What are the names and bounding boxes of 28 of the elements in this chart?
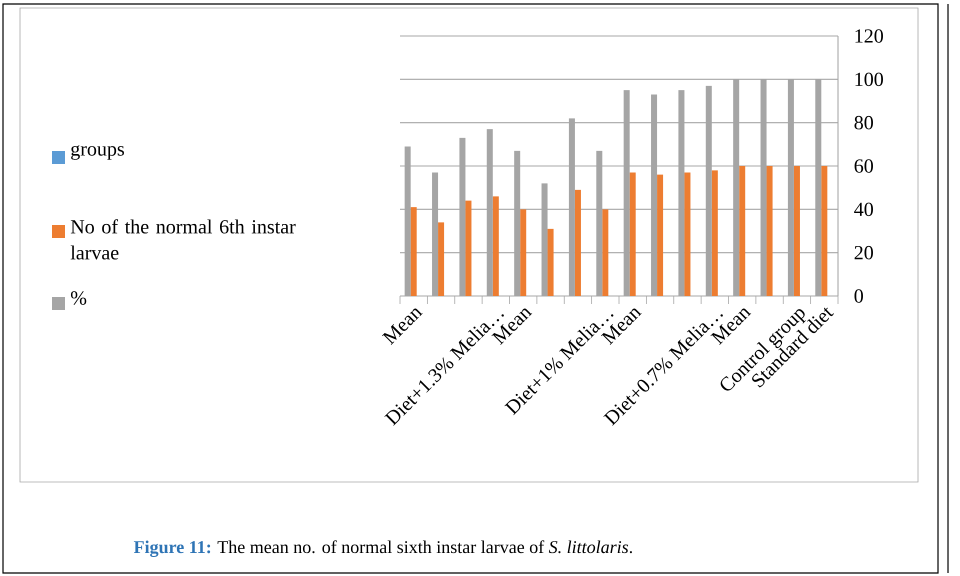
text: The mean no. of normal sixth instar larvae of S. littolaris. <box>218 540 632 554</box>
bar <box>492 196 499 296</box>
bar <box>684 172 690 296</box>
bar <box>712 170 718 296</box>
bar <box>520 209 526 296</box>
y-tick-label: 120 <box>855 29 883 43</box>
bar <box>438 222 444 296</box>
bar <box>410 207 417 296</box>
y-tick-label: 100 <box>855 72 883 86</box>
legend-label: No of the normal 6th instar larvae <box>70 219 296 260</box>
y-tick-label: 80 <box>854 116 873 130</box>
bar <box>794 166 800 296</box>
y-tick-label: 20 <box>854 246 873 260</box>
y-tick-label: 60 <box>854 159 873 173</box>
text: Figure 11: <box>134 540 210 557</box>
bar <box>465 200 472 296</box>
y-tick-label: 40 <box>854 202 873 216</box>
bar <box>657 174 664 296</box>
bar <box>548 228 554 296</box>
y-tick-label: 0 <box>854 289 863 303</box>
bar <box>602 209 608 296</box>
bar <box>630 172 636 296</box>
bar <box>739 166 746 296</box>
bar <box>766 166 773 296</box>
bar <box>574 190 581 296</box>
legend-label: groups <box>71 145 124 160</box>
bar <box>821 166 828 296</box>
legend-label: % <box>70 291 86 305</box>
